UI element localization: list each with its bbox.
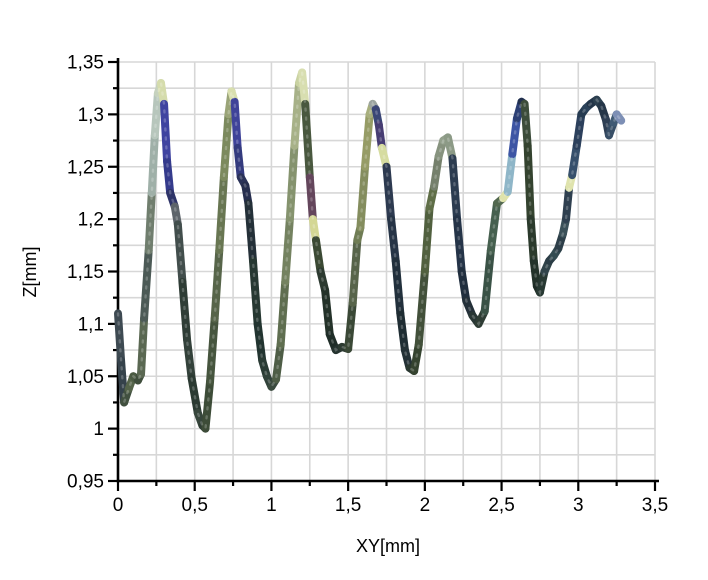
x-tick-label: 1 (266, 495, 277, 516)
tick-labels: 0 0,5 1 1,5 2 2,5 3 3,5 0,95 1 1,05 1,1 1,15 1,2 1,25 1… (67, 53, 668, 517)
y-tick-label: 1,3 (78, 105, 104, 126)
x-tick-label: 0,5 (182, 495, 208, 516)
x-tick-label: 2 (420, 495, 431, 516)
x-axis-title: XY[mm] (355, 536, 420, 556)
y-tick-label: 0,95 (67, 472, 104, 493)
x-tick-label: 3 (573, 495, 584, 516)
x-tick-label: 2,5 (488, 495, 514, 516)
ticks (108, 60, 657, 491)
x-tick-label: 1,5 (335, 495, 361, 516)
y-tick-label: 1,2 (78, 210, 104, 231)
y-axis-title: Z[mm] (20, 246, 40, 298)
y-tick-label: 1,15 (67, 262, 104, 283)
y-tick-label: 1,1 (78, 314, 104, 335)
y-tick-label: 1 (93, 419, 104, 440)
y-tick-label: 1,35 (67, 53, 104, 74)
profile-texture (116, 72, 623, 432)
x-tick-label: 3,5 (642, 495, 668, 516)
x-tick-label: 0 (113, 495, 124, 516)
y-tick-label: 1,05 (67, 367, 104, 388)
axes (116, 58, 659, 483)
y-tick-label: 1,25 (67, 157, 104, 178)
series-surface-profile (114, 68, 626, 433)
